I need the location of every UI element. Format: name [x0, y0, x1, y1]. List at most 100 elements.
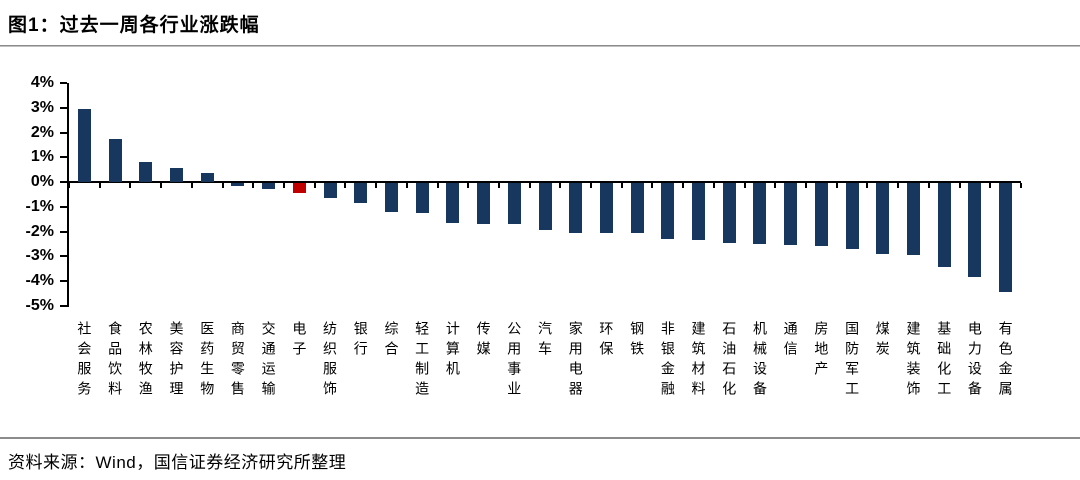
- y-axis-tick: [60, 156, 67, 159]
- bar: [907, 183, 921, 255]
- zero-axis-line: [69, 181, 1021, 184]
- y-tick-label: -4%: [25, 272, 54, 290]
- x-axis-tick: [344, 183, 347, 189]
- bar: [477, 183, 491, 224]
- x-axis-labels: 社会服务 食品饮料 农林牧渔 美容护理 医药生物 商贸零售 交通运输 电子 纺织服饰 银行 综合 轻工…: [69, 321, 1021, 433]
- y-axis-tick: [60, 280, 67, 283]
- x-category-label: 轻工制造: [414, 321, 431, 401]
- x-category-label: 非银金融: [659, 321, 676, 401]
- x-axis-tick: [252, 183, 255, 189]
- figure-title: 图1：过去一周各行业涨跌幅: [8, 15, 260, 36]
- y-axis-line: [67, 83, 69, 307]
- bar: [108, 138, 122, 183]
- x-category-label: 电力设备: [966, 321, 983, 401]
- x-category-label: 通信: [782, 321, 799, 361]
- bar: [292, 183, 306, 194]
- x-axis-tick: [590, 183, 593, 189]
- bar: [323, 183, 337, 198]
- x-category-label: 交通运输: [260, 321, 277, 401]
- y-axis-tick: [60, 230, 67, 233]
- x-axis-tick: [528, 183, 531, 189]
- x-category-label: 石油石化: [721, 321, 738, 401]
- y-tick-label: -5%: [25, 297, 54, 314]
- x-category-label: 传媒: [475, 321, 492, 361]
- x-axis-tick: [989, 183, 992, 189]
- x-axis-tick: [129, 183, 132, 189]
- y-axis-tick: [60, 205, 67, 208]
- x-category-label: 国防军工: [844, 321, 861, 401]
- bar: [876, 183, 890, 254]
- bar: [231, 183, 245, 186]
- bar: [507, 183, 521, 224]
- bar: [937, 183, 951, 268]
- x-axis-tick: [68, 183, 70, 189]
- y-tick-label: 4%: [30, 74, 54, 91]
- bar: [999, 183, 1013, 293]
- bar: [968, 183, 982, 278]
- bar: [569, 183, 583, 233]
- bar: [415, 183, 429, 213]
- source-note: 资料来源：Wind，国信证券经济研究所整理: [8, 453, 347, 472]
- y-tick-label: -1%: [25, 197, 54, 215]
- x-axis-tick: [1020, 183, 1022, 189]
- bar: [139, 162, 153, 183]
- x-category-label: 建筑装饰: [905, 321, 922, 401]
- x-axis-tick: [712, 183, 715, 189]
- x-axis-tick: [805, 183, 808, 189]
- x-category-label: 食品饮料: [107, 321, 124, 401]
- y-tick-label: 3%: [30, 98, 54, 116]
- x-axis-tick: [467, 183, 470, 189]
- bar-chart: 4% 3% 2% 1% 0% -1% -2% -3% -4% -5%: [26, 74, 1022, 314]
- bar: [845, 183, 859, 249]
- bar: [599, 183, 613, 233]
- y-axis-tick: [60, 131, 67, 134]
- x-axis-tick: [98, 183, 101, 189]
- x-axis-tick: [190, 183, 193, 189]
- x-axis-tick: [651, 183, 654, 189]
- x-axis-tick: [221, 183, 224, 189]
- x-category-label: 商贸零售: [229, 321, 246, 401]
- bar: [661, 183, 675, 239]
- y-tick-label: 0%: [30, 173, 54, 191]
- x-category-label: 社会服务: [76, 321, 93, 401]
- x-axis-tick: [375, 183, 378, 189]
- x-category-label: 煤炭: [874, 321, 891, 361]
- bar: [722, 183, 736, 243]
- x-axis-tick: [958, 183, 961, 189]
- x-category-label: 钢铁: [629, 321, 646, 361]
- x-category-label: 电子: [291, 321, 308, 361]
- y-tick-label: 1%: [30, 148, 54, 166]
- x-category-label: 房地产: [813, 321, 830, 381]
- title-divider: [0, 45, 1080, 47]
- footer-divider: [0, 437, 1080, 439]
- x-axis-tick: [160, 183, 163, 189]
- y-tick-label: -2%: [25, 222, 54, 240]
- x-axis-tick: [313, 183, 316, 189]
- bar: [630, 183, 644, 233]
- x-axis-tick: [405, 183, 408, 189]
- bar: [169, 168, 183, 183]
- x-axis-tick: [620, 183, 623, 189]
- x-category-label: 基础化工: [936, 321, 953, 401]
- x-category-label: 农林牧渔: [137, 321, 154, 401]
- x-category-label: 银行: [352, 321, 369, 361]
- x-category-label: 计算机: [444, 321, 461, 381]
- bar: [446, 183, 460, 223]
- x-category-label: 综合: [383, 321, 400, 361]
- x-axis-tick: [682, 183, 685, 189]
- x-axis-tick: [497, 183, 500, 189]
- bar: [784, 183, 798, 246]
- bar: [77, 109, 91, 183]
- bar: [753, 183, 767, 244]
- x-axis-tick: [866, 183, 869, 189]
- x-axis-tick: [559, 183, 562, 189]
- x-axis-tick: [897, 183, 900, 189]
- x-category-label: 有色金属: [997, 321, 1014, 401]
- x-category-label: 公用事业: [506, 321, 523, 401]
- x-category-label: 汽车: [537, 321, 553, 361]
- x-category-label: 环保: [598, 321, 615, 361]
- x-axis-tick: [774, 183, 777, 189]
- bar: [384, 183, 398, 212]
- y-axis-tick: [60, 255, 67, 258]
- y-axis-tick: [60, 181, 67, 184]
